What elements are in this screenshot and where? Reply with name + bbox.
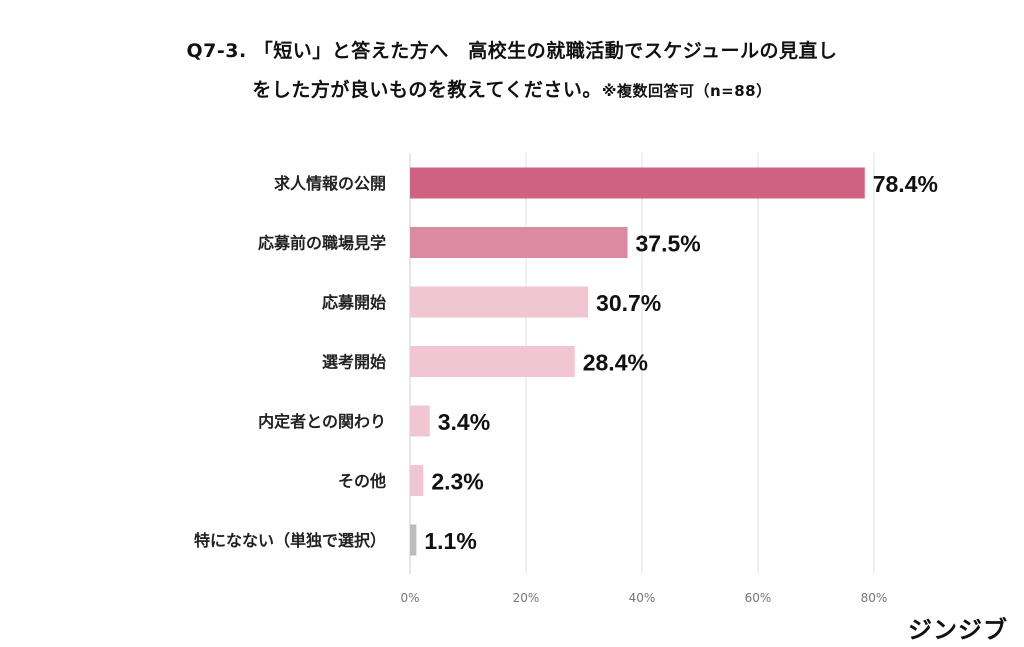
bar [410, 167, 865, 199]
x-tick-label: 40% [629, 591, 656, 605]
bar [410, 524, 417, 556]
data-label: 78.4% [873, 171, 938, 197]
category-label: 応募開始 [322, 293, 386, 312]
bar [410, 465, 424, 496]
data-label: 28.4% [583, 350, 648, 376]
bar [410, 227, 628, 258]
title-note: ※複数回答可（n=88） [601, 82, 772, 100]
x-tick-label: 0% [400, 591, 419, 605]
category-label: 求人情報の公開 [274, 174, 386, 193]
data-label: 30.7% [596, 290, 661, 316]
chart-title-line1: Q7-3. 「短い」と答えた方へ 高校生の就職活動でスケジュールの見直し [186, 40, 838, 62]
bar [410, 405, 430, 437]
chart-title-line2: をした方が良いものを教えてください。※複数回答可（n=88） [0, 75, 1024, 102]
bar [410, 346, 575, 377]
category-label: 応募前の職場見学 [258, 234, 386, 253]
title-main: をした方が良いものを教えてください。 [252, 79, 602, 101]
data-label: 2.3% [431, 469, 483, 495]
brand-logo: ジンジブ [908, 616, 1008, 644]
data-label: 37.5% [636, 231, 701, 257]
x-tick-label: 20% [513, 591, 540, 605]
category-label: 選考開始 [322, 353, 386, 372]
data-label: 3.4% [438, 409, 490, 435]
x-tick-label: 60% [745, 591, 772, 605]
category-label: その他 [338, 472, 386, 491]
bar [410, 286, 589, 318]
category-label: 内定者との関わり [258, 412, 386, 431]
category-label: 特になない（単独で選択） [194, 531, 386, 550]
x-tick-label: 80% [861, 591, 888, 605]
data-label: 1.1% [424, 528, 476, 554]
